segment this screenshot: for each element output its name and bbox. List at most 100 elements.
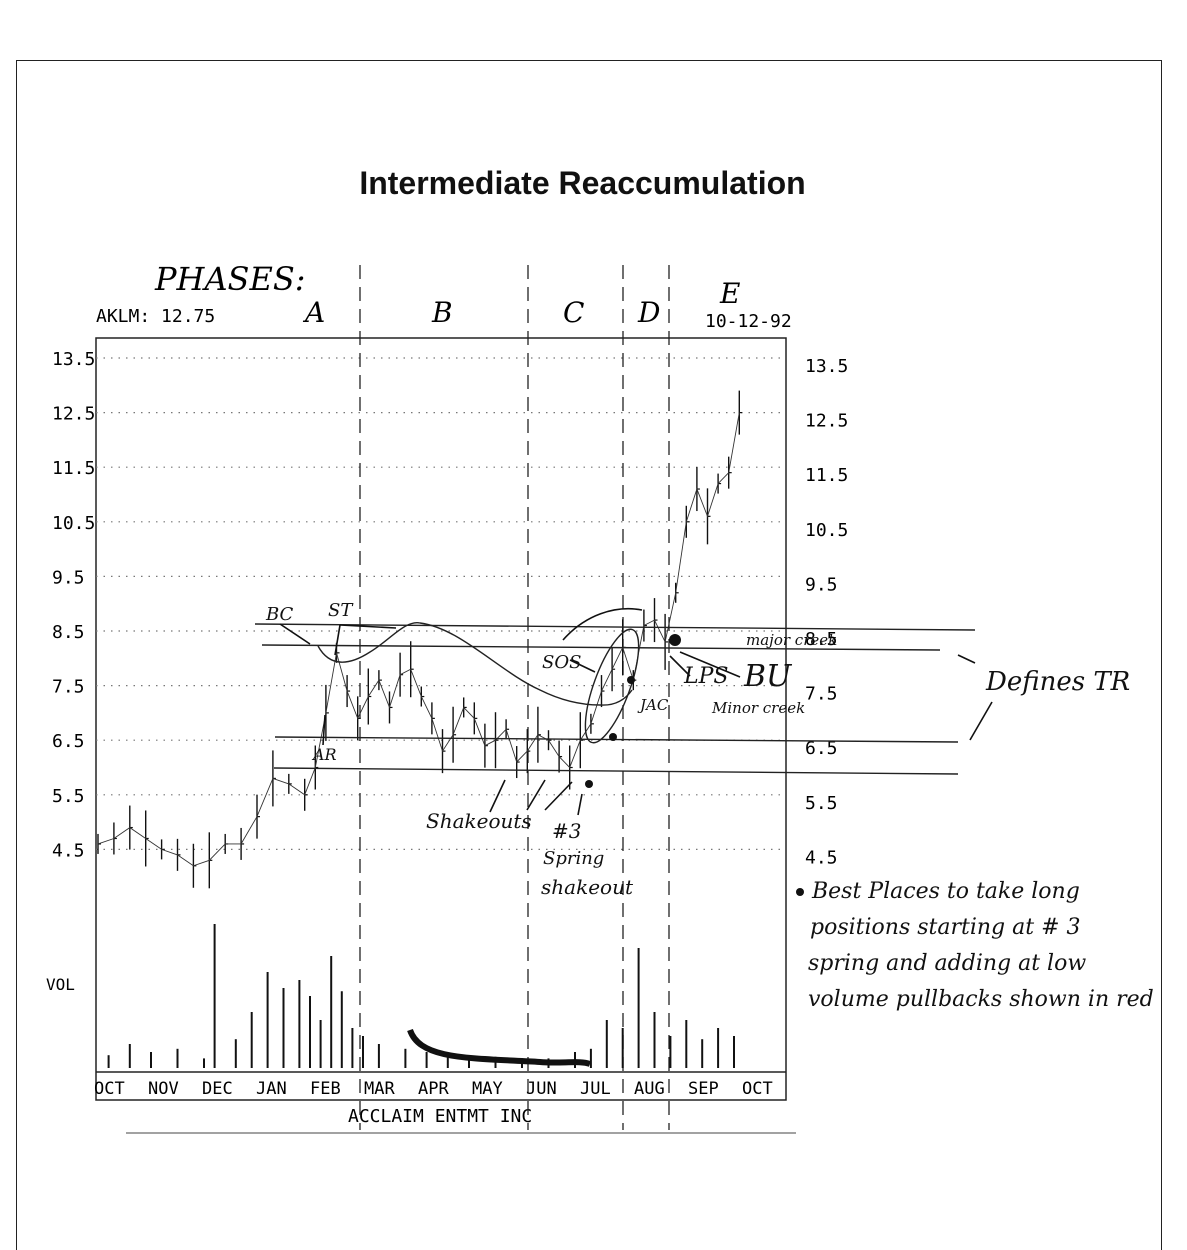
note-bullet xyxy=(796,888,804,896)
entry-dot-spring xyxy=(585,780,593,788)
y-tick-right-9: 4.5 xyxy=(805,847,838,868)
arrow-st-down xyxy=(334,624,341,656)
month-label-3: JAN xyxy=(256,1079,287,1099)
arrow-sos-up xyxy=(562,608,643,641)
annotation-shakeout: shakeout xyxy=(541,875,634,899)
arrow-shakeout-2 xyxy=(526,779,546,811)
month-label-9: JUL xyxy=(580,1079,611,1099)
phase-label-c: C xyxy=(563,296,584,329)
plot-frame xyxy=(95,337,787,1101)
y-tick-left-5: 8.5 xyxy=(52,622,85,643)
phase-label-a: A xyxy=(302,296,325,329)
trading-range-lines xyxy=(254,622,976,775)
date-label: 10-12-92 xyxy=(705,311,792,332)
sos-ellipse xyxy=(584,628,640,744)
grid xyxy=(96,357,786,851)
low-volume-band xyxy=(407,1028,592,1067)
arrow-defines-down xyxy=(969,701,993,741)
annotation-jac: JAC xyxy=(637,696,669,714)
month-label-0: OCT xyxy=(94,1079,125,1099)
tr-line-mid xyxy=(274,736,959,743)
arrow-shakeout-3 xyxy=(544,781,573,811)
volume-label: VOL xyxy=(46,975,75,994)
annotation-ar: AR xyxy=(311,745,337,764)
note-line-3: spring and adding at low xyxy=(808,951,1086,976)
phase-dividers xyxy=(359,265,670,1130)
annotation-bu: BU xyxy=(743,659,793,694)
annotation-arrows xyxy=(279,608,993,816)
y-tick-right-5: 8.5 xyxy=(805,629,838,650)
entry-dot-2 xyxy=(609,733,617,741)
annotation-spring: Spring xyxy=(543,848,604,869)
entry-points xyxy=(585,634,804,896)
annotation-sos: SOS xyxy=(542,652,581,673)
y-tick-right-6: 7.5 xyxy=(805,684,838,705)
y-tick-left-9: 4.5 xyxy=(52,840,85,861)
arrow-st-right xyxy=(339,624,397,629)
annotation-minor-creek: Minor creek xyxy=(711,699,805,717)
arrow-lps xyxy=(669,655,691,677)
y-tick-right-4: 9.5 xyxy=(805,574,838,595)
y-tick-right-3: 10.5 xyxy=(805,520,848,541)
y-tick-right-2: 11.5 xyxy=(805,465,848,486)
month-label-12: OCT xyxy=(742,1079,773,1099)
ticker-label: AKLM: 12.75 xyxy=(96,306,215,327)
arrow-shakeout-1 xyxy=(489,779,506,813)
tr-line-upper xyxy=(254,623,976,631)
y-tick-right-0: 13.5 xyxy=(805,356,848,377)
y-tick-right-8: 5.5 xyxy=(805,793,838,814)
y-tick-right-7: 6.5 xyxy=(805,738,838,759)
phases-label: PHASES: xyxy=(154,260,306,298)
creek-curve xyxy=(317,622,633,706)
arrow-ar xyxy=(322,714,326,746)
note-line-4: volume pullbacks shown in red xyxy=(808,987,1154,1012)
annotation-number3: #3 xyxy=(552,819,581,843)
y-tick-left-4: 9.5 xyxy=(52,567,85,588)
y-tick-left-6: 7.5 xyxy=(52,677,85,698)
arrow-spring xyxy=(577,793,583,816)
phase-label-d: D xyxy=(637,296,660,329)
price-trace xyxy=(97,412,740,867)
y-tick-left-1: 12.5 xyxy=(52,404,95,425)
y-tick-left-3: 10.5 xyxy=(52,513,95,534)
arrow-sos xyxy=(569,659,596,673)
annotation-major-creek: major creek xyxy=(746,631,837,649)
month-label-4: FEB xyxy=(310,1079,341,1099)
month-label-10: AUG xyxy=(634,1079,665,1099)
tr-line-creek xyxy=(261,644,941,651)
annotation-shakeouts: Shakeouts xyxy=(426,809,532,833)
volume-bars xyxy=(107,924,735,1068)
annotations: BC ST AR SOS LPS BU JAC major creek Mino… xyxy=(265,600,1154,1012)
entry-dot-bu xyxy=(669,634,681,646)
company-label: ACCLAIM ENTMT INC xyxy=(348,1106,532,1127)
arrow-bc xyxy=(279,623,311,645)
month-label-6: APR xyxy=(418,1079,449,1099)
annotation-bc: BC xyxy=(265,604,294,625)
month-label-7: MAY xyxy=(472,1079,503,1099)
note-line-1: Best Places to take long xyxy=(811,879,1080,904)
y-tick-left-2: 11.5 xyxy=(52,458,95,479)
annotation-defines-tr: Defines TR xyxy=(985,667,1130,697)
month-label-2: DEC xyxy=(202,1079,233,1099)
month-label-8: JUN xyxy=(526,1079,557,1099)
y-tick-left-0: 13.5 xyxy=(52,349,95,370)
y-tick-left-7: 6.5 xyxy=(52,731,85,752)
price-bars xyxy=(97,390,743,889)
entry-dot-3 xyxy=(627,676,635,684)
y-tick-right-1: 12.5 xyxy=(805,411,848,432)
tr-line-lower xyxy=(273,767,959,775)
phase-label-e: E xyxy=(719,277,740,310)
chart-title: Intermediate Reaccumulation xyxy=(359,165,806,201)
month-label-11: SEP xyxy=(688,1079,719,1099)
y-tick-left-8: 5.5 xyxy=(52,786,85,807)
annotation-st: ST xyxy=(328,600,354,621)
phase-label-b: B xyxy=(431,296,453,329)
annotation-lps: LPS xyxy=(683,664,728,689)
month-label-5: MAR xyxy=(364,1079,395,1099)
note-line-2: positions starting at # 3 xyxy=(810,915,1081,940)
page-frame xyxy=(16,60,1162,1250)
arrow-defines-up xyxy=(957,654,976,664)
month-label-1: NOV xyxy=(148,1079,179,1099)
tick-labels: 13.5 12.5 11.5 10.5 9.5 8.5 7.5 6.5 5.5 4.5 13.5 12… xyxy=(52,349,848,1099)
